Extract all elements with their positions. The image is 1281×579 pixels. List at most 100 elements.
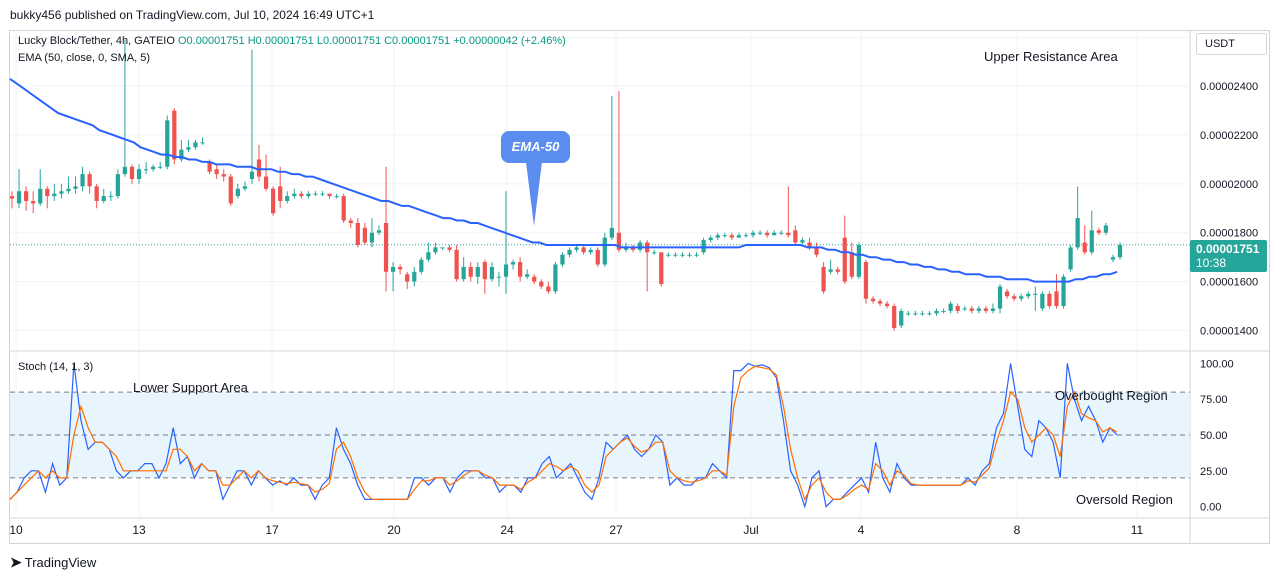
candle-body [736, 235, 742, 238]
stoch-d-line [9, 365, 1118, 501]
candle-body [129, 166, 135, 180]
footer-brand[interactable]: ➤ TradingView [10, 554, 96, 571]
candle-body [1061, 276, 1066, 307]
lower-support-label: Lower Support Area [133, 380, 248, 395]
candle-body [673, 254, 678, 256]
candle-body [1026, 293, 1031, 297]
candle-body [426, 252, 431, 260]
candle-body [1103, 225, 1109, 233]
candle-body [193, 142, 198, 148]
candle-body [1110, 257, 1116, 260]
candle-body [708, 237, 713, 241]
candle-body [856, 244, 861, 277]
candle-body [510, 262, 516, 265]
candle-body [786, 232, 791, 236]
candle-body [115, 174, 120, 197]
candle-body [172, 110, 177, 160]
candle-body [256, 159, 262, 177]
candle-body [94, 186, 99, 201]
price-tick-label: 0.00002000 [1200, 179, 1258, 191]
candle-body [835, 269, 840, 272]
candle-body [652, 252, 657, 254]
candle-body [1040, 293, 1045, 309]
candle-body [1012, 296, 1017, 299]
candle-body [779, 232, 784, 234]
time-tick-label: 27 [609, 523, 623, 537]
time-tick-label: Jul [743, 523, 758, 537]
candle-body [45, 188, 50, 197]
candle-body [433, 247, 438, 253]
candle-body [320, 193, 325, 195]
tradingview-logo-icon: ➤ [10, 554, 22, 570]
candle-body [849, 252, 854, 277]
candle-body [348, 220, 353, 223]
currency-selector[interactable]: USDT [1196, 33, 1267, 55]
candle-body [630, 247, 636, 250]
candle-body [503, 264, 509, 277]
candle-body [1117, 244, 1123, 258]
candle-body [228, 176, 233, 204]
candle-body [59, 191, 64, 194]
candle-body [440, 247, 445, 249]
time-tick-label: 24 [500, 523, 514, 537]
last-price-tag: 0.00001751 10:38 [1190, 240, 1267, 272]
candle-body [73, 186, 78, 189]
candle-body [1054, 291, 1059, 307]
candle-body [948, 303, 953, 311]
candle-body [941, 310, 946, 312]
ema50-line [9, 78, 1118, 283]
candle-body [489, 266, 495, 280]
candle-body [376, 230, 382, 233]
candle-body [955, 306, 960, 311]
candle-body [468, 266, 473, 277]
candle-body [701, 240, 706, 253]
candle-body [560, 254, 565, 265]
candle-body [1047, 293, 1052, 307]
candle-body [899, 310, 904, 326]
candle-body [983, 308, 989, 311]
candle-body [609, 227, 614, 238]
candle-body [263, 176, 269, 189]
candle-body [52, 193, 57, 197]
candle-body [687, 254, 692, 256]
candle-body [976, 308, 981, 311]
candle-body [165, 120, 170, 167]
candle-body [602, 237, 607, 265]
candle-body [814, 247, 819, 255]
candle-body [136, 169, 142, 180]
time-tick-label: 11 [1131, 523, 1144, 537]
candle-body [616, 232, 622, 250]
publisher-line: bukky456 published on TradingView.com, J… [10, 8, 375, 22]
candle-body [828, 269, 833, 272]
candle-body [546, 286, 551, 292]
candle-body [680, 254, 685, 256]
candle-body [214, 169, 219, 175]
candle-body [1004, 291, 1010, 297]
candle-body [581, 247, 586, 253]
candle-body [207, 161, 212, 172]
candle-body [292, 193, 297, 197]
candle-body [355, 222, 360, 245]
candle-body [482, 262, 487, 280]
candle-body [151, 166, 156, 170]
candle-body [729, 235, 734, 238]
candle-body [390, 266, 396, 272]
candle-body [101, 196, 106, 201]
candle-body [574, 247, 579, 250]
chart-frame [9, 30, 1270, 544]
candle-body [369, 232, 375, 243]
candle-body [475, 266, 480, 277]
candle-body [772, 232, 777, 236]
candle-body [108, 196, 113, 198]
candle-body [962, 308, 967, 310]
candle-body [567, 249, 572, 255]
candle-body [306, 193, 311, 197]
candle-body [765, 232, 770, 236]
candle-body [934, 310, 939, 314]
candle-body [278, 186, 283, 201]
price-tick-label: 0.00001600 [1200, 277, 1258, 289]
ema-callout: EMA-50 [501, 131, 570, 163]
candle-body [313, 193, 318, 195]
candle-body [143, 169, 149, 171]
